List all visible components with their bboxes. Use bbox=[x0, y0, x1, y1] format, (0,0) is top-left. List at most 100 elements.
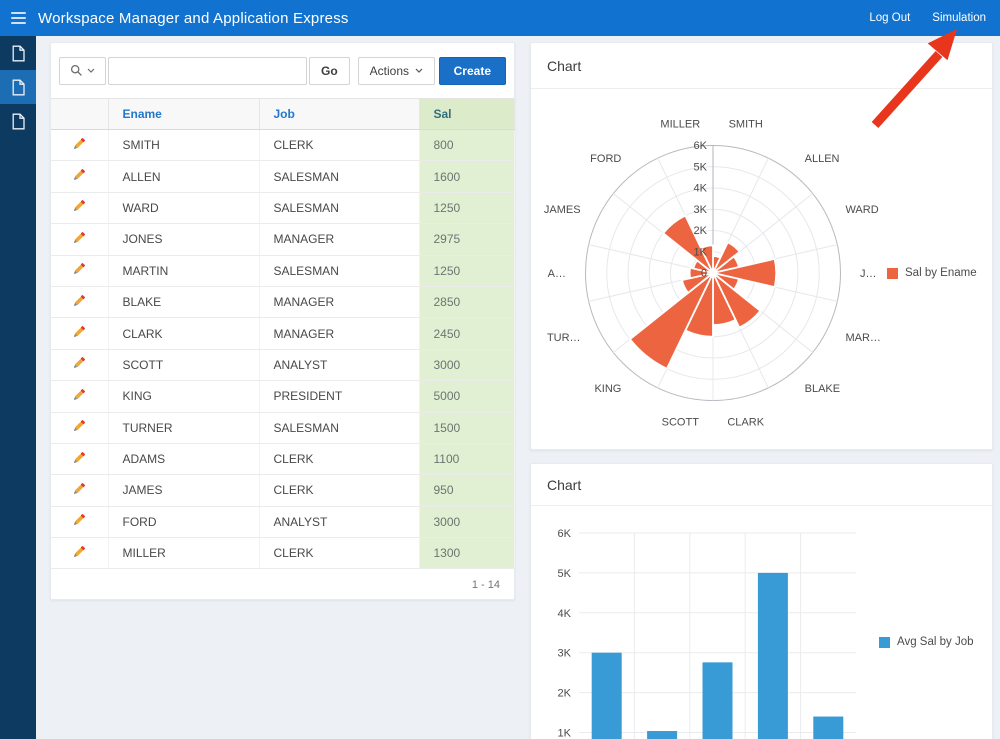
bar-chart-card: Chart 1K2K3K4K5K6K Avg Sal by Job bbox=[530, 463, 993, 739]
simulation-link[interactable]: Simulation bbox=[932, 12, 986, 24]
job-cell: SALESMAN bbox=[259, 161, 419, 192]
column-header-ename[interactable]: Ename bbox=[108, 99, 259, 130]
pencil-edit-icon[interactable] bbox=[71, 230, 87, 246]
sal-cell: 2850 bbox=[419, 286, 514, 317]
rose-category-label: MAR… bbox=[845, 332, 880, 344]
job-cell: MANAGER bbox=[259, 318, 419, 349]
bar-axis-tick: 2K bbox=[558, 688, 572, 700]
bar-axis-tick: 1K bbox=[558, 728, 572, 739]
log-out-link[interactable]: Log Out bbox=[869, 12, 910, 24]
sal-cell: 1300 bbox=[419, 538, 514, 569]
chart-title: Chart bbox=[531, 464, 992, 506]
pencil-edit-icon[interactable] bbox=[71, 167, 87, 183]
job-cell: ANALYST bbox=[259, 506, 419, 537]
document-icon bbox=[11, 79, 26, 96]
ename-cell: JAMES bbox=[108, 475, 259, 506]
sal-cell: 1250 bbox=[419, 192, 514, 223]
edit-cell bbox=[51, 506, 108, 537]
pencil-edit-icon[interactable] bbox=[71, 198, 87, 214]
bar-axis-tick: 4K bbox=[558, 608, 572, 620]
ename-cell: MARTIN bbox=[108, 255, 259, 286]
rose-axis-tick: 2K bbox=[694, 225, 708, 237]
table-row: CLARKMANAGER2450 bbox=[51, 318, 514, 349]
search-input[interactable] bbox=[108, 57, 307, 85]
edit-column-header bbox=[51, 99, 108, 130]
edit-cell bbox=[51, 224, 108, 255]
rose-chart-legend: Sal by Ename bbox=[887, 267, 977, 279]
bar bbox=[592, 653, 622, 739]
report-toolbar: Go Actions Create bbox=[51, 43, 514, 98]
pencil-edit-icon[interactable] bbox=[71, 544, 87, 560]
create-button[interactable]: Create bbox=[439, 57, 506, 85]
sidebar-item-page-1[interactable] bbox=[0, 36, 36, 70]
rose-category-label: BLAKE bbox=[805, 383, 840, 395]
edit-cell bbox=[51, 538, 108, 569]
actions-label: Actions bbox=[370, 64, 409, 78]
table-row: KINGPRESIDENT5000 bbox=[51, 381, 514, 412]
rose-axis-tick: 5K bbox=[694, 161, 708, 173]
column-header-sal[interactable]: Sal bbox=[419, 99, 514, 130]
rose-category-label: CLARK bbox=[727, 416, 764, 428]
bar bbox=[703, 662, 733, 739]
edit-cell bbox=[51, 255, 108, 286]
edit-cell bbox=[51, 161, 108, 192]
table-row: ALLENSALESMAN1600 bbox=[51, 161, 514, 192]
sal-cell: 800 bbox=[419, 130, 514, 161]
ename-cell: ALLEN bbox=[108, 161, 259, 192]
edit-cell bbox=[51, 130, 108, 161]
sidebar-item-page-3[interactable] bbox=[0, 104, 36, 138]
pencil-edit-icon[interactable] bbox=[71, 481, 87, 497]
ename-cell: WARD bbox=[108, 192, 259, 223]
rose-category-label: J… bbox=[860, 268, 877, 280]
rose-category-label: MILLER bbox=[660, 119, 700, 131]
sal-cell: 1250 bbox=[419, 255, 514, 286]
header-links: Log Out Simulation bbox=[869, 12, 1000, 24]
pencil-edit-icon[interactable] bbox=[71, 387, 87, 403]
search-options-button[interactable] bbox=[59, 57, 106, 85]
rose-category-label: SCOTT bbox=[662, 416, 700, 428]
legend-label: Avg Sal by Job bbox=[897, 636, 974, 648]
column-header-job[interactable]: Job bbox=[259, 99, 419, 130]
table-row: WARDSALESMAN1250 bbox=[51, 192, 514, 223]
chart-title: Chart bbox=[531, 43, 992, 89]
table-row: MARTINSALESMAN1250 bbox=[51, 255, 514, 286]
job-cell: SALESMAN bbox=[259, 192, 419, 223]
table-row: MILLERCLERK1300 bbox=[51, 538, 514, 569]
edit-cell bbox=[51, 412, 108, 443]
legend-swatch bbox=[879, 637, 890, 648]
report-rows: SMITHCLERK800ALLENSALESMAN1600WARDSALESM… bbox=[51, 130, 514, 569]
edit-cell bbox=[51, 475, 108, 506]
ename-cell: FORD bbox=[108, 506, 259, 537]
ename-cell: CLARK bbox=[108, 318, 259, 349]
sal-cell: 3000 bbox=[419, 506, 514, 537]
rose-category-label: FORD bbox=[590, 153, 621, 165]
pencil-edit-icon[interactable] bbox=[71, 261, 87, 277]
job-cell: MANAGER bbox=[259, 286, 419, 317]
sidebar-item-page-2[interactable] bbox=[0, 70, 36, 104]
ename-cell: TURNER bbox=[108, 412, 259, 443]
go-button[interactable]: Go bbox=[309, 57, 350, 85]
edit-cell bbox=[51, 443, 108, 474]
pencil-edit-icon[interactable] bbox=[71, 293, 87, 309]
table-row: JONESMANAGER2975 bbox=[51, 224, 514, 255]
bar bbox=[758, 573, 788, 739]
table-row: FORDANALYST3000 bbox=[51, 506, 514, 537]
rose-category-label: SMITH bbox=[729, 119, 763, 131]
sal-cell: 950 bbox=[419, 475, 514, 506]
pencil-edit-icon[interactable] bbox=[71, 418, 87, 434]
actions-button[interactable]: Actions bbox=[358, 57, 435, 85]
ename-cell: ADAMS bbox=[108, 443, 259, 474]
pencil-edit-icon[interactable] bbox=[71, 355, 87, 371]
pencil-edit-icon[interactable] bbox=[71, 136, 87, 152]
rose-category-label: A… bbox=[548, 268, 566, 280]
bar-axis-tick: 5K bbox=[558, 568, 572, 580]
pencil-edit-icon[interactable] bbox=[71, 512, 87, 528]
ename-cell: JONES bbox=[108, 224, 259, 255]
job-cell: SALESMAN bbox=[259, 412, 419, 443]
sal-cell: 1500 bbox=[419, 412, 514, 443]
menu-hamburger-icon[interactable] bbox=[0, 0, 36, 36]
pencil-edit-icon[interactable] bbox=[71, 450, 87, 466]
rose-axis-tick: 1K bbox=[694, 246, 708, 258]
job-cell: CLERK bbox=[259, 130, 419, 161]
pencil-edit-icon[interactable] bbox=[71, 324, 87, 340]
